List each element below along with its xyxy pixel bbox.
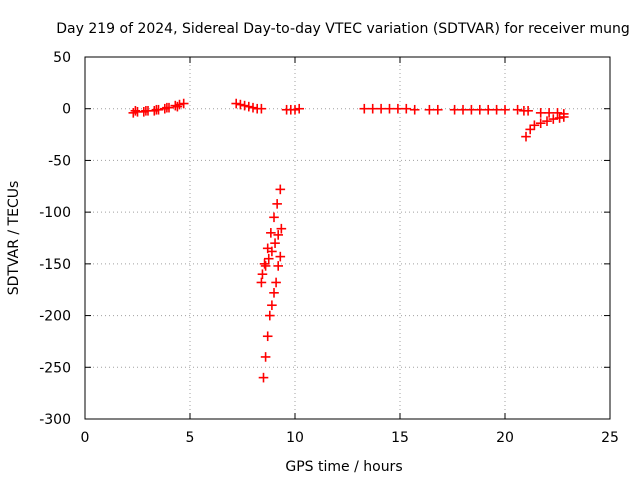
- data-point: [359, 103, 370, 114]
- axis-ticks: [84, 56, 611, 420]
- data-point: [424, 104, 435, 115]
- data-point: [248, 102, 258, 113]
- y-tick-label: -150: [39, 257, 71, 273]
- y-axis-label: SDTVAR / TECUs: [6, 181, 22, 296]
- data-point: [544, 108, 554, 118]
- data-point: [266, 228, 276, 238]
- data-point: [260, 352, 271, 362]
- data-point: [512, 104, 523, 115]
- data-points: [128, 98, 569, 383]
- data-point: [554, 113, 565, 123]
- data-point: [272, 199, 282, 209]
- data-point: [258, 372, 269, 383]
- x-tick-label: 25: [601, 430, 619, 446]
- x-tick-labels: 0 5 10 15 20 25: [81, 430, 619, 446]
- data-point: [548, 114, 559, 124]
- data-point: [244, 101, 254, 112]
- data-point: [264, 310, 275, 321]
- data-point: [376, 103, 386, 114]
- data-point: [178, 98, 189, 109]
- y-tick-label: 0: [62, 102, 71, 118]
- x-tick-label: 20: [496, 430, 514, 446]
- data-point: [466, 104, 477, 115]
- data-point: [235, 99, 246, 110]
- data-point: [535, 118, 546, 128]
- data-point: [409, 104, 420, 115]
- data-point: [256, 277, 267, 288]
- data-point: [273, 261, 284, 271]
- data-point: [290, 104, 300, 115]
- data-point: [273, 230, 284, 240]
- data-point: [500, 104, 510, 115]
- data-point: [267, 300, 277, 311]
- data-point: [294, 103, 305, 114]
- data-point: [257, 269, 268, 280]
- data-point: [262, 331, 273, 342]
- y-tick-label: 50: [53, 50, 71, 66]
- data-point: [384, 103, 395, 114]
- y-tick-label: -100: [39, 205, 71, 221]
- data-point: [393, 103, 403, 114]
- data-point: [474, 104, 485, 115]
- y-tick-label: -50: [48, 153, 71, 169]
- data-point: [231, 98, 241, 109]
- data-point: [542, 116, 552, 126]
- data-point: [552, 108, 563, 118]
- x-tick-label: 15: [391, 430, 409, 446]
- data-point: [269, 288, 279, 298]
- data-point: [523, 105, 533, 116]
- y-tick-label: -250: [39, 360, 71, 376]
- data-point: [141, 105, 151, 116]
- data-point: [367, 103, 378, 114]
- x-tick-label: 5: [186, 430, 195, 446]
- data-point: [267, 246, 277, 257]
- data-point: [270, 238, 280, 248]
- data-point: [151, 104, 162, 115]
- data-point: [256, 103, 267, 114]
- y-tick-labels: 50 0 -50 -100 -150 -200 -250 -300: [39, 50, 71, 428]
- data-point: [449, 104, 460, 115]
- grid: [85, 57, 610, 419]
- data-point: [276, 223, 287, 234]
- data-point: [260, 261, 271, 271]
- y-tick-label: -300: [39, 412, 71, 428]
- data-point: [130, 105, 141, 116]
- data-point: [401, 103, 412, 114]
- data-point: [458, 104, 468, 115]
- x-axis-label: GPS time / hours: [285, 459, 402, 475]
- data-point: [491, 104, 502, 115]
- chart-title: Day 219 of 2024, Sidereal Day-to-day VTE…: [56, 21, 630, 37]
- data-point: [239, 100, 250, 111]
- data-point: [162, 102, 172, 113]
- x-tick-label: 10: [286, 430, 304, 446]
- data-point: [529, 120, 540, 131]
- plot-frame: [84, 56, 611, 420]
- data-point: [521, 131, 531, 142]
- y-tick-label: -200: [39, 309, 71, 325]
- data-point: [275, 251, 286, 262]
- data-point: [269, 212, 279, 223]
- data-point: [432, 104, 443, 115]
- data-point: [275, 184, 286, 195]
- data-point: [535, 108, 546, 118]
- data-point: [263, 253, 274, 264]
- data-point: [483, 104, 494, 115]
- data-point: [172, 101, 183, 112]
- x-tick-label: 0: [81, 430, 90, 446]
- data-point: [558, 112, 569, 122]
- data-point: [271, 277, 281, 288]
- data-point: [525, 124, 536, 135]
